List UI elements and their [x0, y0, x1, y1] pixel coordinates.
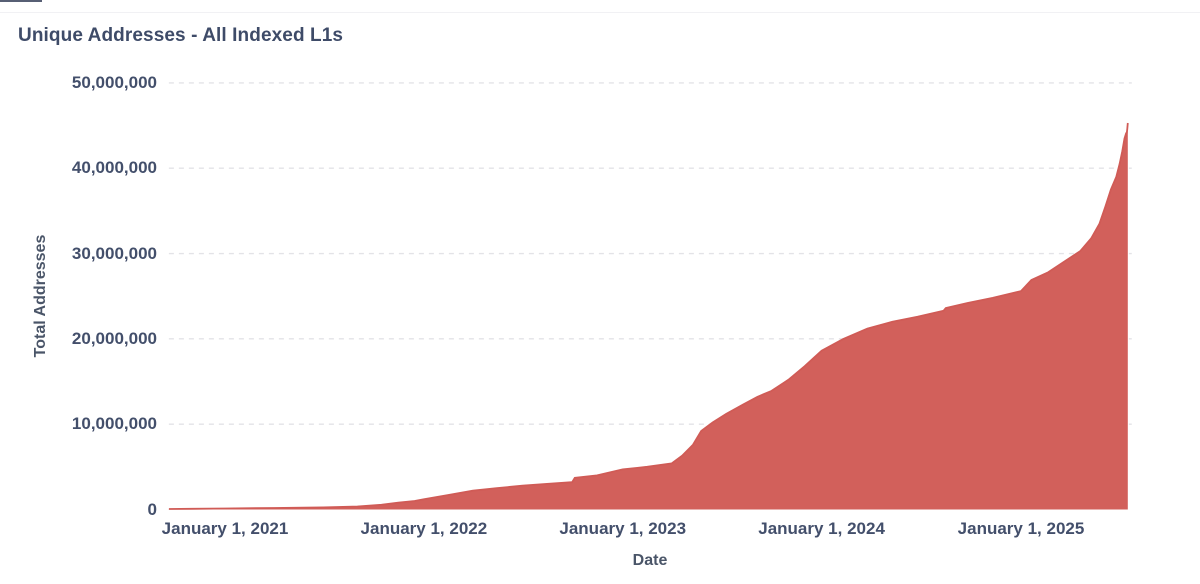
y-tick-label: 20,000,000: [7, 328, 157, 350]
chart-panel: Unique Addresses - All Indexed L1s 50,00…: [0, 0, 1200, 584]
y-tick-label: 10,000,000: [7, 413, 157, 435]
y-tick-label: 30,000,000: [7, 243, 157, 265]
area-chart[interactable]: [0, 0, 1200, 584]
y-axis-title: Total Addresses: [32, 235, 50, 358]
x-tick-label: January 1, 2024: [758, 518, 885, 540]
y-tick-label: 50,000,000: [7, 72, 157, 94]
x-tick-label: January 1, 2025: [958, 518, 1085, 540]
y-tick-label: 0: [7, 499, 157, 521]
area-fill[interactable]: [169, 123, 1128, 510]
x-tick-label: January 1, 2022: [361, 518, 488, 540]
x-axis-title: Date: [633, 552, 668, 570]
x-tick-label: January 1, 2023: [559, 518, 686, 540]
x-tick-label: January 1, 2021: [162, 518, 289, 540]
total-addresses-area-series[interactable]: [169, 123, 1128, 510]
y-tick-label: 40,000,000: [7, 157, 157, 179]
